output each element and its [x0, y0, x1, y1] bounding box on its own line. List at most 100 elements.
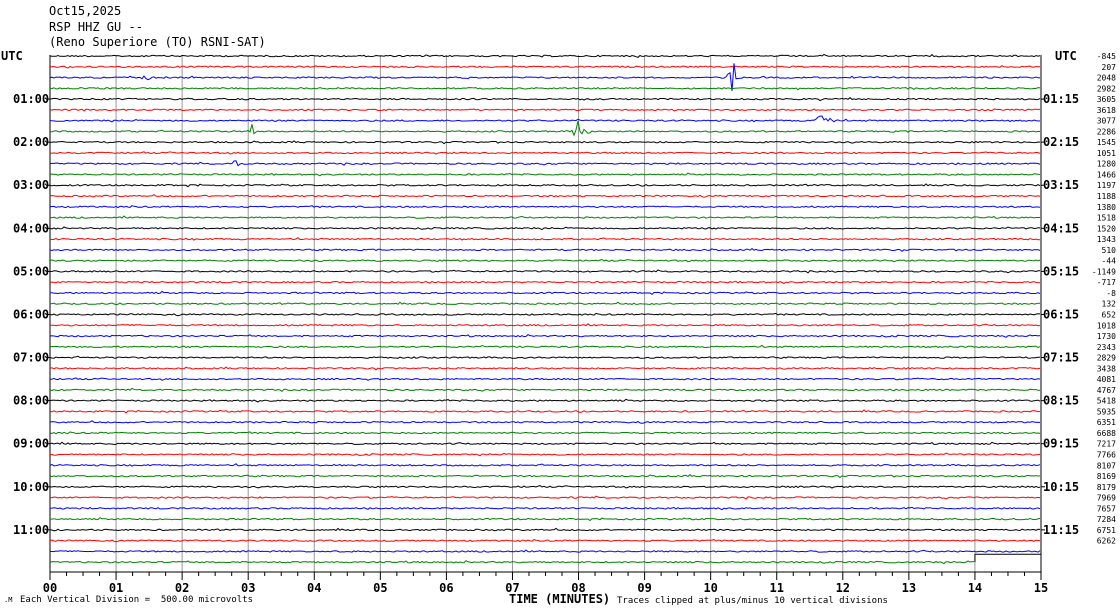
trace-value-label: 1280	[1097, 160, 1116, 169]
seismic-trace	[49, 398, 1041, 403]
trace-value-label: 1188	[1097, 192, 1116, 201]
trace-value-label: 7217	[1097, 440, 1116, 449]
seismic-trace	[50, 452, 1041, 457]
right-hour-label: 05:15	[1043, 264, 1079, 278]
trace-value-label: 2286	[1097, 127, 1116, 136]
trace-value-label: 3077	[1097, 117, 1116, 126]
x-tick-label: 05	[373, 581, 387, 595]
right-hour-label: 07:15	[1043, 351, 1079, 365]
trace-value-label: 132	[1102, 300, 1117, 309]
trace-value-label: 1197	[1097, 181, 1116, 190]
x-tick-label: 08	[571, 581, 585, 595]
seismic-trace	[49, 441, 1041, 445]
seismic-trace	[49, 431, 1041, 435]
x-tick-label: 15	[1034, 581, 1048, 595]
left-hour-label: 03:00	[13, 178, 49, 192]
seismic-trace	[49, 420, 1041, 424]
trace-value-label: 8169	[1097, 472, 1116, 481]
right-hour-label: 03:15	[1043, 178, 1079, 192]
left-hour-label: 01:00	[13, 92, 49, 106]
trace-value-label: 8179	[1097, 483, 1116, 492]
left-hour-label: 11:00	[13, 523, 49, 537]
left-hour-label: 07:00	[13, 351, 49, 365]
x-tick-label: 09	[637, 581, 651, 595]
seismic-trace	[49, 366, 1041, 371]
seismic-trace	[49, 344, 1041, 349]
seismic-trace	[49, 97, 1041, 102]
seismic-trace	[49, 301, 1041, 306]
seismic-trace	[50, 140, 1041, 145]
trace-value-label: 1343	[1097, 235, 1116, 244]
channel-label: RSP HHZ GU --	[49, 20, 143, 34]
seismic-trace	[49, 355, 1041, 359]
right-utc-title: UTC	[1055, 49, 1077, 63]
seismic-trace	[49, 269, 1040, 274]
seismic-trace	[49, 63, 1041, 91]
left-hour-label: 04:00	[13, 221, 49, 235]
trace-value-label: 4081	[1097, 375, 1116, 384]
seismic-trace	[49, 205, 1041, 209]
left-hour-label: 05:00	[13, 264, 49, 278]
seismic-trace	[49, 474, 1041, 479]
trace-value-label: 3618	[1097, 106, 1116, 115]
trace-value-label: 652	[1102, 310, 1117, 319]
seismic-trace	[49, 193, 1041, 198]
x-tick-label: 11	[770, 581, 784, 595]
seismic-trace	[49, 334, 1041, 338]
trace-value-label: 5418	[1097, 397, 1116, 406]
seismic-trace	[49, 377, 1041, 381]
trace-value-label: 7969	[1097, 494, 1116, 503]
seismic-trace	[49, 560, 974, 565]
trace-value-label: 5935	[1097, 407, 1116, 416]
trace-value-label: 2829	[1097, 354, 1116, 363]
seismic-trace	[50, 517, 1041, 522]
clip-note: Traces clipped at plus/minus 10 vertical…	[617, 596, 888, 606]
seismic-trace	[49, 86, 1041, 91]
trace-value-label: 3605	[1097, 95, 1116, 104]
trace-value-label: 1730	[1097, 332, 1116, 341]
x-tick-label: 04	[307, 581, 321, 595]
left-hour-label: 09:00	[13, 437, 49, 451]
seismic-trace	[49, 280, 1041, 285]
seismic-trace	[49, 53, 1041, 58]
corner-mark: .M	[4, 596, 13, 604]
trace-value-label: 6262	[1097, 537, 1116, 546]
trace-value-label: 7766	[1097, 450, 1116, 459]
left-hour-label: 06:00	[13, 307, 49, 321]
seismic-trace	[49, 160, 1041, 167]
x-tick-label: 00	[43, 581, 57, 595]
seismic-trace	[49, 387, 1041, 392]
seismic-trace	[49, 226, 1041, 231]
seismic-trace	[50, 323, 1041, 327]
trace-value-label: 2343	[1097, 343, 1116, 352]
trace-value-label: 1466	[1097, 170, 1116, 179]
trace-value-label: 2048	[1097, 74, 1116, 83]
scale-note: Each Vertical Division = 500.00 microvol…	[20, 595, 253, 605]
left-hour-label: 10:00	[13, 480, 49, 494]
seismic-trace	[49, 463, 1041, 467]
trace-value-label: 1018	[1097, 321, 1116, 330]
seismic-trace	[49, 115, 1041, 123]
right-hour-label: 01:15	[1043, 92, 1079, 106]
trace-value-label: 1518	[1097, 214, 1116, 223]
x-tick-label: 13	[902, 581, 916, 595]
seismic-trace	[49, 215, 1040, 219]
seismic-trace	[49, 312, 1041, 317]
seismic-trace	[49, 247, 1041, 252]
trace-value-label: 3438	[1097, 364, 1116, 373]
trace-value-label: 207	[1102, 63, 1117, 72]
right-hour-label: 09:15	[1043, 437, 1079, 451]
trace-value-label: 1520	[1097, 224, 1116, 233]
trace-value-label: 6751	[1097, 526, 1116, 535]
right-hour-label: 10:15	[1043, 480, 1079, 494]
x-tick-label: 02	[175, 581, 189, 595]
seismic-trace	[49, 120, 1041, 137]
seismic-trace	[49, 290, 1041, 296]
left-hour-label: 08:00	[13, 394, 49, 408]
right-hour-label: 08:15	[1043, 394, 1079, 408]
trace-value-label: -717	[1097, 278, 1116, 287]
trace-value-label: 1051	[1097, 149, 1116, 158]
trace-value-label: -845	[1097, 52, 1116, 61]
trace-value-label: 8107	[1097, 461, 1116, 470]
